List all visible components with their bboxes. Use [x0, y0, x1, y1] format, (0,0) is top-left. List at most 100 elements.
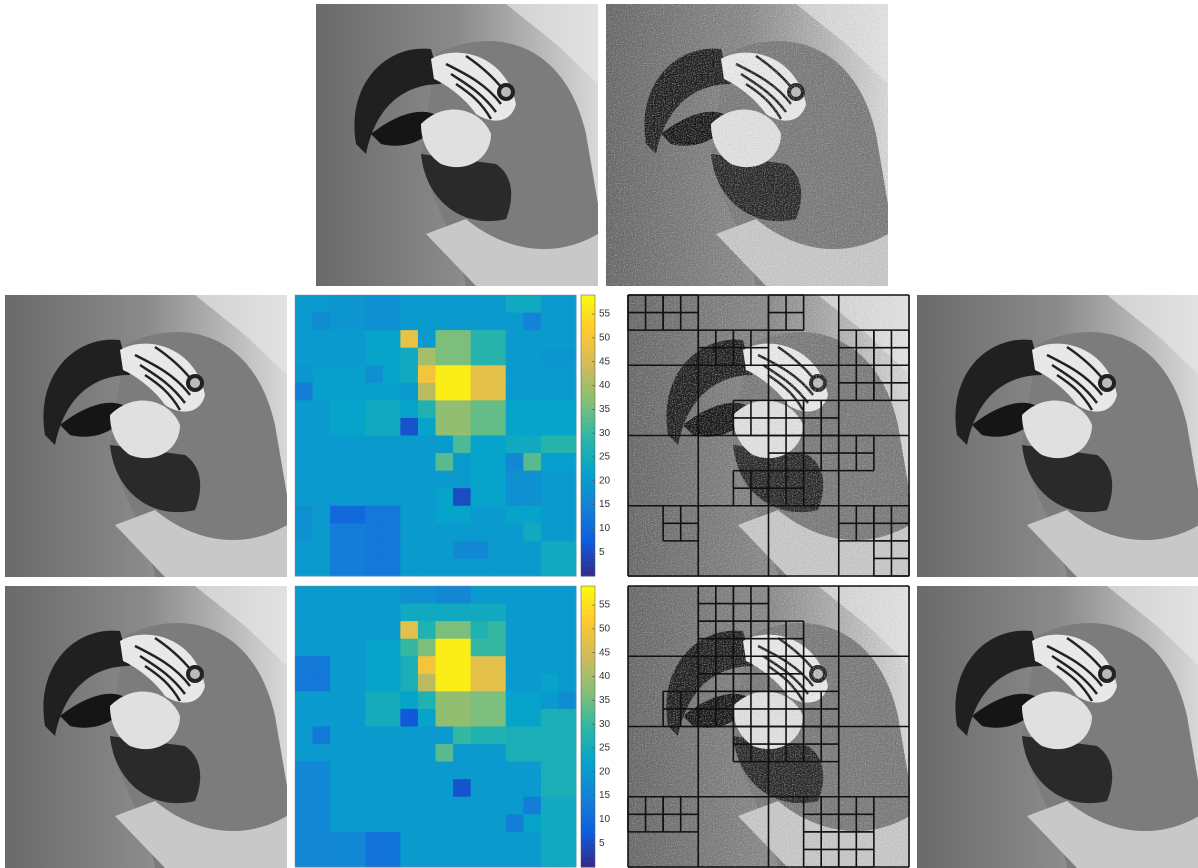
heatmap-cell [313, 656, 331, 674]
colorbar-tick-label: 35 [599, 404, 611, 415]
heatmap-cell [313, 383, 331, 401]
heatmap-cell [383, 779, 401, 797]
colorbar-segment [581, 332, 595, 337]
heatmap-cell [365, 621, 383, 639]
heatmap-cell [400, 814, 418, 832]
heatmap-cell [488, 814, 506, 832]
colorbar-segment [581, 862, 595, 867]
heatmap-cell [348, 558, 366, 576]
heatmap-cell [471, 541, 489, 559]
heatmap-cell [523, 727, 541, 745]
heatmap-cell [506, 814, 524, 832]
heatmap-cell [330, 849, 348, 867]
heatmap-cell [313, 436, 331, 454]
heatmap-cell [523, 691, 541, 709]
heatmap-cell [558, 436, 576, 454]
colorbar-segment [581, 370, 595, 375]
heatmap-cell [558, 400, 576, 418]
heatmap-cell [558, 523, 576, 541]
heatmap-cell [313, 506, 331, 524]
colorbar-segment [581, 567, 595, 572]
colorbar-segment [581, 731, 595, 736]
heatmap-cell [488, 586, 506, 604]
heatmap-cell [400, 453, 418, 471]
heatmap-cell [400, 779, 418, 797]
colorbar-segment [581, 694, 595, 699]
colorbar-segment [581, 450, 595, 455]
colorbar-segment [581, 778, 595, 783]
heatmap-cell [383, 656, 401, 674]
heatmap-cell [436, 779, 454, 797]
heatmap-cell [365, 709, 383, 727]
heatmap-cell [436, 604, 454, 622]
colorbar-segment [581, 858, 595, 863]
heatmap-cell [330, 656, 348, 674]
heatmap-cell [295, 814, 313, 832]
heatmap-cell [383, 330, 401, 348]
heatmap-cell [558, 674, 576, 692]
heatmap-cell [558, 779, 576, 797]
heatmap-cell [506, 453, 524, 471]
heatmap-cell [453, 365, 471, 383]
heatmap-cell [313, 639, 331, 657]
heatmap-cell [365, 558, 383, 576]
colorbar-tick-label: 10 [599, 814, 611, 825]
heatmap-cell [523, 506, 541, 524]
colorbar-segment [581, 342, 595, 347]
heatmap-cell [418, 797, 436, 815]
colorbar-segment [581, 375, 595, 380]
heatmap-cell [418, 691, 436, 709]
heatmap-cell [400, 604, 418, 622]
heatmap-cell [418, 348, 436, 366]
heatmap-cell [558, 849, 576, 867]
heatmap-cell [523, 832, 541, 850]
heatmap-cell [418, 639, 436, 657]
heatmap-cell [313, 604, 331, 622]
heatmap-cell [453, 604, 471, 622]
colorbar-segment [581, 834, 595, 839]
heatmap-cell [436, 744, 454, 762]
denoised-image [5, 295, 287, 577]
heatmap-cell [330, 674, 348, 692]
colorbar-segment [581, 661, 595, 666]
colorbar-segment [581, 351, 595, 356]
heatmap-cell [436, 621, 454, 639]
heatmap-cell [400, 727, 418, 745]
heatmap-cell [365, 365, 383, 383]
colorbar-tick-label: 20 [599, 766, 611, 777]
heatmap-cell [400, 639, 418, 657]
heatmap-cell [365, 849, 383, 867]
heatmap-cell [348, 744, 366, 762]
heatmap-cell [436, 797, 454, 815]
heatmap-cell [471, 330, 489, 348]
heatmap-cell [418, 621, 436, 639]
heatmap-cell [348, 418, 366, 436]
heatmap-cell [436, 691, 454, 709]
heatmap-cell [436, 814, 454, 832]
heatmap-cell [400, 506, 418, 524]
heatmap-cell [453, 639, 471, 657]
heatmap-cell [365, 691, 383, 709]
colorbar-tick-label: 55 [599, 600, 611, 611]
colorbar-segment [581, 379, 595, 384]
heatmap-cell [541, 436, 559, 454]
heatmap-cell [313, 797, 331, 815]
heatmap-cell [558, 709, 576, 727]
heatmap-cell [488, 453, 506, 471]
heatmap-cell [348, 506, 366, 524]
heatmap-cell [558, 488, 576, 506]
heatmap-cell [400, 744, 418, 762]
heatmap-cell [436, 674, 454, 692]
heatmap-cell [506, 586, 524, 604]
heatmap-cell [523, 797, 541, 815]
heatmap-cell [453, 779, 471, 797]
heatmap-cell [506, 400, 524, 418]
heatmap-cell [541, 586, 559, 604]
colorbar-segment [581, 698, 595, 703]
heatmap-cell [488, 621, 506, 639]
colorbar-tick-label: 5 [599, 547, 605, 558]
figure: 5101520253035404550555101520253035404550… [0, 0, 1198, 868]
heatmap-cell [436, 330, 454, 348]
heatmap-cell [365, 744, 383, 762]
heatmap-cell [453, 295, 471, 313]
